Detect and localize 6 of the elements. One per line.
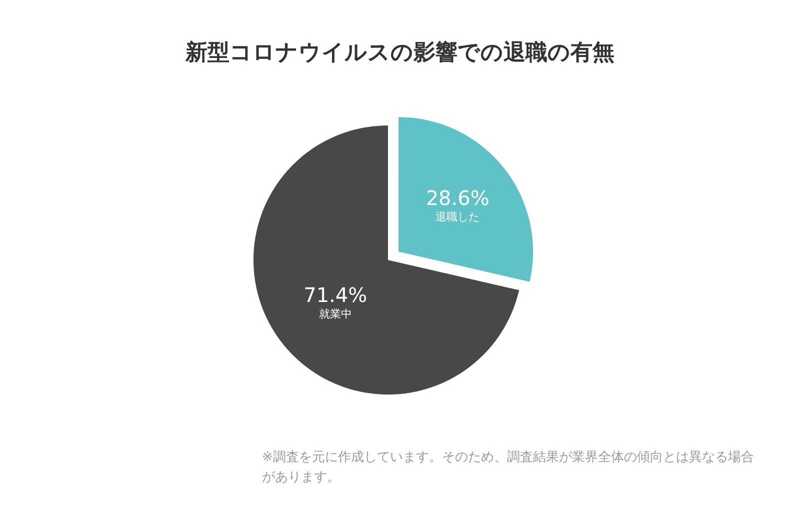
data-label: 71.4% (304, 283, 368, 308)
slice-label: 就業中 (318, 308, 352, 321)
text: ※調査を元に作成しています。そのため、調査結果が業界全体の傾向とは異なる場合があります。 (262, 449, 755, 487)
data-label: 28.6% (426, 186, 490, 210)
chart-title: 新型コロナウイルスの影響での退職の有無 (184, 40, 614, 66)
slice-label: 退職した (436, 210, 480, 224)
